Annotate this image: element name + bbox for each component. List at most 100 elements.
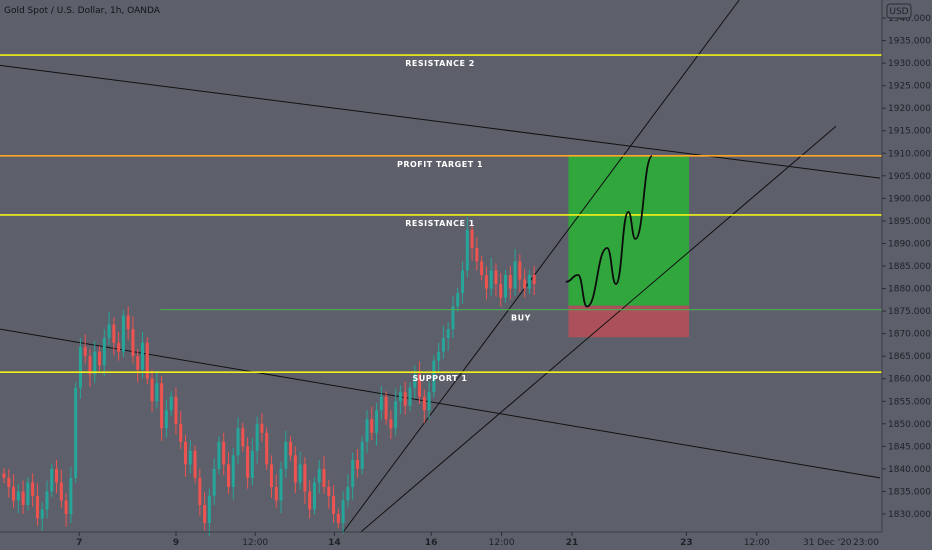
candle (102, 329, 106, 377)
candle-body (461, 270, 465, 294)
y-tick-label: 1920.000 (888, 104, 931, 114)
candle-body (480, 261, 484, 276)
candle (260, 412, 264, 442)
candle-body (475, 247, 479, 262)
candle (461, 261, 465, 304)
candle (365, 410, 369, 453)
candle-body (293, 455, 297, 483)
candle-body (12, 486, 16, 501)
candle (484, 266, 488, 300)
candle (50, 463, 54, 497)
candle-body (141, 342, 145, 370)
x-cursor-time: 23:00 (853, 538, 879, 548)
trendline (0, 64, 881, 179)
candle-body (50, 468, 54, 492)
candle (117, 331, 121, 361)
candle-body (484, 275, 488, 289)
forecast-path (565, 155, 653, 308)
candle-body (126, 315, 130, 330)
forecast-line (565, 155, 653, 308)
candle (74, 382, 78, 484)
candlestick-series (2, 217, 536, 536)
level-label: RESISTANCE 1 (405, 219, 475, 228)
candle (155, 370, 159, 409)
level-label: BUY (511, 314, 531, 323)
y-axis[interactable]: 1940.000 1935.000 1930.000 1925.000 1920.000… (881, 0, 932, 550)
y-tick-label: 1845.000 (888, 442, 931, 452)
candle-body (179, 423, 183, 442)
candle (480, 256, 484, 281)
candle (513, 248, 517, 296)
y-tick-label: 1880.000 (888, 285, 931, 295)
candle-body (360, 441, 364, 469)
candle (446, 321, 450, 351)
candle (2, 467, 6, 484)
candle (145, 337, 149, 385)
candle (59, 469, 63, 508)
candle-body (217, 441, 221, 469)
candle-body (312, 482, 316, 510)
candle-body (241, 428, 245, 447)
x-tick-label: 7 (76, 538, 82, 548)
candle-body (384, 396, 388, 420)
candle-body (327, 486, 331, 496)
candle (250, 438, 254, 486)
candle (336, 508, 340, 529)
candle-body (188, 450, 192, 465)
candle (465, 217, 469, 278)
trendline (342, 0, 740, 533)
x-tick-label: 9 (173, 538, 179, 548)
candle (12, 474, 16, 508)
candle-body (136, 356, 140, 370)
candle (64, 493, 68, 527)
candle-body (389, 419, 393, 429)
candle (174, 387, 178, 435)
candle-body (456, 293, 460, 307)
stop-zone (568, 305, 690, 338)
x-tick-label: 16 (425, 538, 438, 548)
candle (470, 222, 474, 261)
candle (7, 468, 11, 498)
candle (188, 440, 192, 474)
x-tick-label: 21 (566, 538, 579, 548)
candle-body (289, 441, 293, 456)
candle (355, 449, 359, 478)
trendline (360, 125, 837, 533)
candle (183, 434, 187, 477)
candle-body (64, 500, 68, 514)
candle-body (40, 509, 44, 519)
candle (40, 502, 44, 532)
candle-body (55, 468, 59, 483)
candle (403, 381, 407, 415)
x-tick-label: 12:00 (489, 538, 515, 548)
candle (327, 479, 331, 509)
candle (203, 492, 207, 531)
candle (360, 436, 364, 475)
candle-body (499, 284, 503, 298)
x-axis[interactable]: 7 9 12:00 14 16 12:00 21 23 12:00 31 Dec '20 23:00 (0, 531, 882, 548)
candle-body (446, 329, 450, 339)
y-axis-panel (882, 0, 932, 550)
y-tick-label: 1890.000 (888, 239, 931, 249)
candle (312, 476, 316, 515)
candle-body (379, 396, 383, 411)
candle-body (489, 270, 493, 289)
candle (317, 459, 321, 494)
candle-body (494, 270, 498, 285)
candle (121, 310, 125, 358)
candle (150, 369, 154, 413)
candle-body (322, 468, 326, 487)
currency-badge[interactable]: USD (886, 3, 912, 19)
candle-body (131, 329, 135, 357)
candle (341, 491, 345, 534)
candle-body (236, 428, 240, 456)
candle-body (250, 450, 254, 478)
candle-body (155, 383, 159, 402)
x-tick-label: 14 (328, 538, 341, 548)
candle (241, 422, 245, 452)
candle (389, 410, 393, 440)
candle (279, 461, 283, 514)
candle-body (164, 410, 168, 429)
candle (212, 458, 216, 505)
